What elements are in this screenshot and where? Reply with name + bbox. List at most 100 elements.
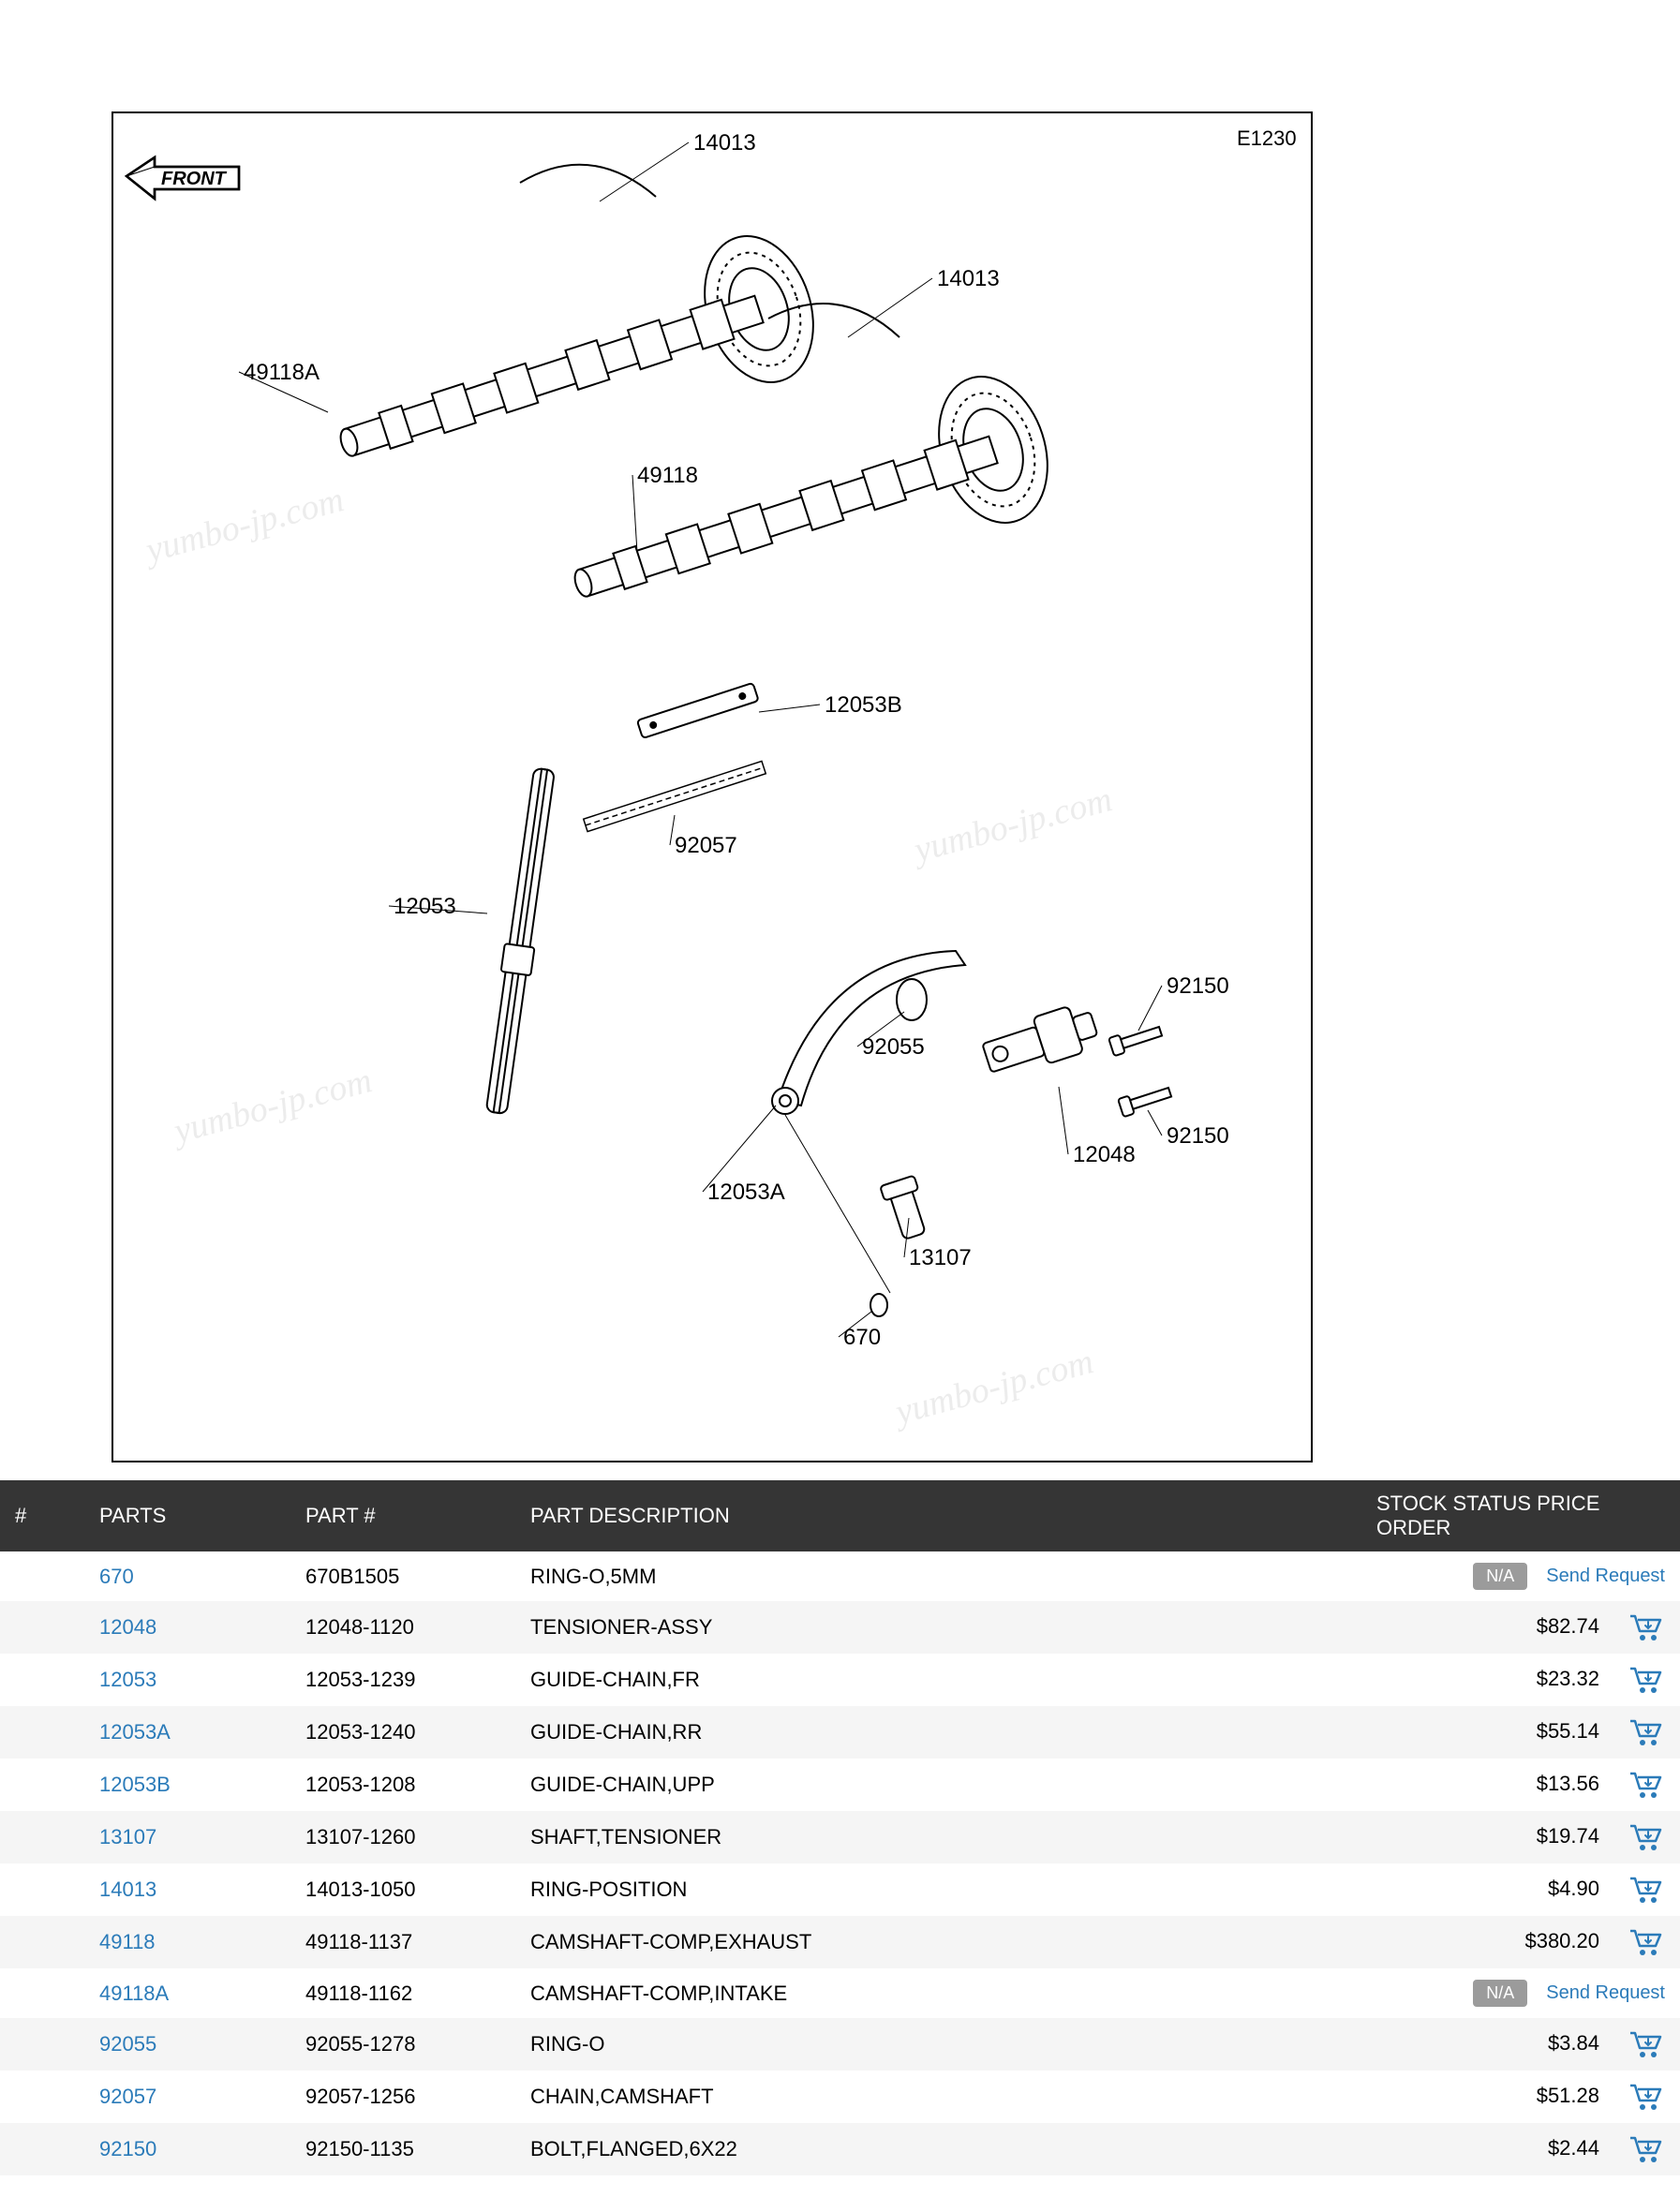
table-row: 1310713107-1260SHAFT,TENSIONER$19.74 [0, 1811, 1680, 1863]
row-status: N/A Send Request [1361, 1551, 1680, 1601]
col-partno: PART # [290, 1480, 515, 1551]
row-num [0, 1968, 84, 2018]
part-ref-link[interactable]: 14013 [99, 1878, 156, 1901]
part-ref-link[interactable]: 49118A [99, 1982, 169, 2005]
price-text: $13.56 [1537, 1772, 1599, 1795]
front-label: FRONT [161, 169, 228, 189]
row-status: $51.28 [1361, 2071, 1680, 2123]
row-status: $2.44 [1361, 2123, 1680, 2175]
chain-guide-rear [772, 951, 965, 1114]
row-ref: 670 [84, 1551, 290, 1601]
corner-code: E1230 [1237, 126, 1297, 150]
row-num [0, 1759, 84, 1811]
price-text: $3.84 [1548, 2031, 1599, 2055]
row-status: $4.90 [1361, 1863, 1680, 1916]
callout-label: 49118 [637, 463, 698, 488]
part-ref-link[interactable]: 92055 [99, 2032, 156, 2056]
table-row: 1205312053-1239GUIDE-CHAIN,FR$23.32 [0, 1654, 1680, 1706]
row-num [0, 2071, 84, 2123]
col-parts: PARTS [84, 1480, 290, 1551]
row-partno: 92055-1278 [290, 2018, 515, 2071]
chain-guide-upper [637, 683, 759, 738]
cart-icon[interactable] [1628, 1665, 1665, 1695]
part-ref-link[interactable]: 12053 [99, 1668, 156, 1691]
watermark: yumbo-jp.com [167, 1061, 377, 1152]
row-desc: GUIDE-CHAIN,UPP [515, 1759, 1361, 1811]
cart-icon[interactable] [1628, 1717, 1665, 1747]
watermark: yumbo-jp.com [139, 480, 349, 572]
row-desc: BOLT,FLANGED,6X22 [515, 2123, 1361, 2175]
o-ring-small [870, 1294, 887, 1316]
col-desc: PART DESCRIPTION [515, 1480, 1361, 1551]
cart-icon[interactable] [1628, 1612, 1665, 1642]
row-desc: RING-POSITION [515, 1863, 1361, 1916]
send-request-link[interactable]: Send Request [1546, 1982, 1665, 2003]
callout-label: 49118A [244, 360, 320, 385]
price-text: $23.32 [1537, 1667, 1599, 1690]
row-desc: RING-O,5MM [515, 1551, 1361, 1601]
price-text: $2.44 [1548, 2136, 1599, 2160]
cart-icon[interactable] [1628, 2082, 1665, 2112]
row-partno: 12053-1240 [290, 1706, 515, 1759]
callout-label: 14013 [937, 266, 1000, 291]
callout-label: 12053B [825, 692, 902, 718]
row-desc: GUIDE-CHAIN,RR [515, 1706, 1361, 1759]
col-num: # [0, 1480, 84, 1551]
row-status: $13.56 [1361, 1759, 1680, 1811]
part-ref-link[interactable]: 670 [99, 1565, 134, 1588]
row-partno: 12053-1239 [290, 1654, 515, 1706]
table-header: # PARTS PART # PART DESCRIPTION STOCK ST… [0, 1480, 1680, 1551]
diagram-svg: E1230 FRONT yumbo-jp.com yumbo-jp.com yumb… [0, 0, 1680, 1480]
table-row: 12053A12053-1240GUIDE-CHAIN,RR$55.14 [0, 1706, 1680, 1759]
row-num [0, 1811, 84, 1863]
cart-icon[interactable] [1628, 2134, 1665, 2164]
price-text: $380.20 [1524, 1929, 1599, 1952]
callout-label: 92057 [675, 833, 737, 858]
table-row: 1204812048-1120TENSIONER-ASSY$82.74 [0, 1601, 1680, 1654]
row-partno: 12053-1208 [290, 1759, 515, 1811]
part-ref-link[interactable]: 92150 [99, 2137, 156, 2160]
row-ref: 12053A [84, 1706, 290, 1759]
part-ref-link[interactable]: 12053B [99, 1773, 171, 1796]
row-status: $3.84 [1361, 2018, 1680, 2071]
row-status: $380.20 [1361, 1916, 1680, 1968]
row-num [0, 2018, 84, 2071]
parts-table: # PARTS PART # PART DESCRIPTION STOCK ST… [0, 1480, 1680, 2175]
price-text: $4.90 [1548, 1877, 1599, 1900]
na-badge: N/A [1473, 1563, 1527, 1590]
row-ref: 49118 [84, 1916, 290, 1968]
row-ref: 14013 [84, 1863, 290, 1916]
table-row: 49118A49118-1162CAMSHAFT-COMP,INTAKEN/AS… [0, 1968, 1680, 2018]
callout-label: 14013 [693, 130, 756, 156]
tensioner-shaft [880, 1176, 931, 1242]
tensioner-assy [979, 1001, 1101, 1082]
cart-icon[interactable] [1628, 1770, 1665, 1800]
row-ref: 13107 [84, 1811, 290, 1863]
part-ref-link[interactable]: 49118 [99, 1930, 156, 1953]
row-ref: 92057 [84, 2071, 290, 2123]
table-row: 1401314013-1050RING-POSITION$4.90 [0, 1863, 1680, 1916]
row-partno: 49118-1137 [290, 1916, 515, 1968]
parts-table-container: # PARTS PART # PART DESCRIPTION STOCK ST… [0, 1480, 1680, 2175]
part-ref-link[interactable]: 12048 [99, 1615, 156, 1639]
row-num [0, 2123, 84, 2175]
table-body: 670670B1505RING-O,5MMN/ASend Request1204… [0, 1551, 1680, 2175]
send-request-link[interactable]: Send Request [1546, 1566, 1665, 1586]
cart-icon[interactable] [1628, 2029, 1665, 2059]
table-row: 9215092150-1135BOLT,FLANGED,6X22$2.44 [0, 2123, 1680, 2175]
part-ref-link[interactable]: 12053A [99, 1720, 171, 1744]
watermark: yumbo-jp.com [888, 1342, 1098, 1433]
row-desc: CHAIN,CAMSHAFT [515, 2071, 1361, 2123]
front-arrow: FRONT [126, 157, 239, 199]
part-ref-link[interactable]: 92057 [99, 2085, 156, 2108]
part-ref-link[interactable]: 13107 [99, 1825, 156, 1848]
cart-icon[interactable] [1628, 1927, 1665, 1957]
cart-icon[interactable] [1628, 1822, 1665, 1852]
row-status: $82.74 [1361, 1601, 1680, 1654]
cart-icon[interactable] [1628, 1875, 1665, 1905]
callout-label: 92150 [1167, 1123, 1229, 1149]
row-desc: TENSIONER-ASSY [515, 1601, 1361, 1654]
row-num [0, 1551, 84, 1601]
bolt-1 [1108, 1022, 1163, 1056]
row-status: N/ASend Request [1361, 1968, 1680, 2018]
